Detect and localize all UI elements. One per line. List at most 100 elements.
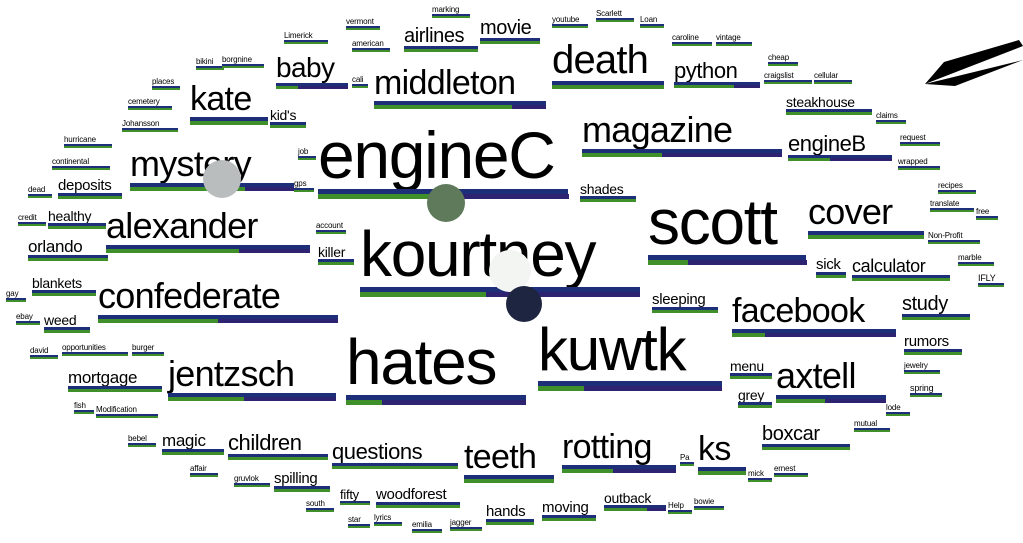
word-free: free: [976, 207, 990, 216]
bar-segment-green: [698, 471, 746, 475]
word-bar: [716, 42, 752, 46]
word-credit: credit: [18, 213, 37, 222]
bar-segment-green: [16, 323, 40, 325]
word-bar: [542, 515, 596, 521]
bar-segment-green: [854, 430, 890, 432]
bar-segment-green: [904, 372, 940, 374]
word-ks: ks: [698, 430, 731, 468]
word-bar: [196, 66, 224, 70]
bar-segment-blue: [52, 166, 110, 168]
word-help: Help: [668, 501, 684, 510]
bar-segment-green: [852, 278, 950, 281]
bar-segment-green: [668, 512, 692, 514]
word-mick: mick: [748, 469, 764, 478]
word-jentzsch: jentzsch: [168, 353, 295, 394]
word-bar: [270, 122, 306, 128]
bar-segment-blue: [738, 402, 772, 405]
bar-segment-blue: [776, 395, 886, 399]
word-bar: [552, 81, 664, 89]
word-alexander: alexander: [106, 205, 258, 246]
bar-segment-green: [694, 508, 724, 510]
bar-segment-green: [542, 518, 596, 521]
word-bar: [816, 272, 846, 278]
bar-segment-green: [52, 168, 110, 170]
bar-segment-green: [582, 153, 662, 157]
bar-segment-blue: [652, 307, 718, 310]
bar-segment-blue: [538, 381, 722, 386]
word-bar: [648, 255, 807, 265]
bar-segment-purple: [486, 292, 640, 297]
bar-segment-green: [346, 400, 382, 405]
bar-segment-green: [98, 319, 218, 323]
bar-segment-blue: [876, 120, 906, 122]
word-bar: [348, 524, 370, 528]
word-menu: menu: [730, 358, 764, 374]
bar-segment-green: [332, 466, 458, 469]
bar-segment-blue: [16, 321, 40, 323]
word-bar: [450, 527, 482, 531]
word-bar: [346, 395, 526, 405]
bar-segment-blue: [128, 106, 172, 108]
word-bar: [786, 109, 872, 115]
word-lode: lode: [886, 403, 901, 412]
word-bowie: bowie: [694, 497, 715, 506]
bar-segment-blue: [808, 231, 924, 235]
word-claims: claims: [876, 111, 898, 120]
bar-segment-green: [130, 187, 245, 191]
bar-segment-green: [788, 158, 830, 161]
bar-segment-blue: [814, 80, 852, 82]
word-confederate: confederate: [98, 275, 281, 316]
word-bar: [74, 410, 94, 414]
bar-segment-blue: [222, 64, 264, 66]
bar-segment-green: [318, 262, 354, 265]
bar-segment-blue: [978, 283, 1004, 285]
word-bar: [132, 352, 164, 356]
word-gps: gps: [294, 179, 307, 188]
word-bar: [582, 149, 782, 157]
bar-segment-green: [270, 125, 306, 128]
bar-segment-blue: [764, 80, 812, 82]
word-translate: translate: [930, 199, 960, 208]
bar-segment-green: [74, 412, 94, 414]
word-baby: baby: [276, 52, 335, 83]
word-pa: Pa: [680, 453, 690, 462]
word-jagger: jagger: [450, 518, 472, 527]
bar-segment-green: [486, 522, 534, 525]
word-dead: dead: [28, 185, 46, 194]
bar-segment-blue: [904, 370, 940, 372]
bar-segment-green: [132, 354, 164, 356]
bar-segment-blue: [552, 81, 664, 85]
bar-segment-blue: [32, 290, 96, 293]
bar-segment-purple: [688, 260, 807, 265]
bar-segment-green: [464, 479, 554, 483]
word-ebay: ebay: [16, 312, 33, 321]
bar-segment-green: [762, 447, 850, 450]
bar-segment-blue: [30, 355, 58, 357]
word-middleton: middleton: [374, 64, 516, 102]
bar-segment-blue: [450, 527, 482, 529]
word-spring: spring: [910, 383, 934, 393]
word-calculator: calculator: [852, 256, 926, 276]
word-bar: [596, 18, 634, 22]
bar-segment-blue: [276, 83, 348, 86]
bar-segment-green: [938, 192, 976, 194]
bar-segment-green: [48, 226, 106, 229]
bar-segment-green: [298, 158, 316, 160]
bar-segment-blue: [374, 101, 546, 105]
word-bar: [374, 101, 546, 109]
word-bar: [96, 414, 158, 418]
bar-segment-green: [958, 264, 994, 266]
bar-segment-purple: [765, 333, 896, 337]
word-facebook: facebook: [732, 292, 865, 330]
word-bar: [680, 462, 694, 466]
bar-segment-blue: [464, 475, 554, 479]
bar-segment-green: [562, 469, 613, 473]
bar-segment-blue: [668, 510, 692, 512]
bar-segment-purple: [825, 399, 886, 403]
word-bar: [294, 188, 314, 192]
word-account: account: [316, 221, 343, 230]
bar-segment-blue: [346, 395, 526, 400]
bar-segment-green: [674, 85, 734, 88]
word-bar: [28, 255, 108, 261]
word-bar: [62, 352, 128, 356]
